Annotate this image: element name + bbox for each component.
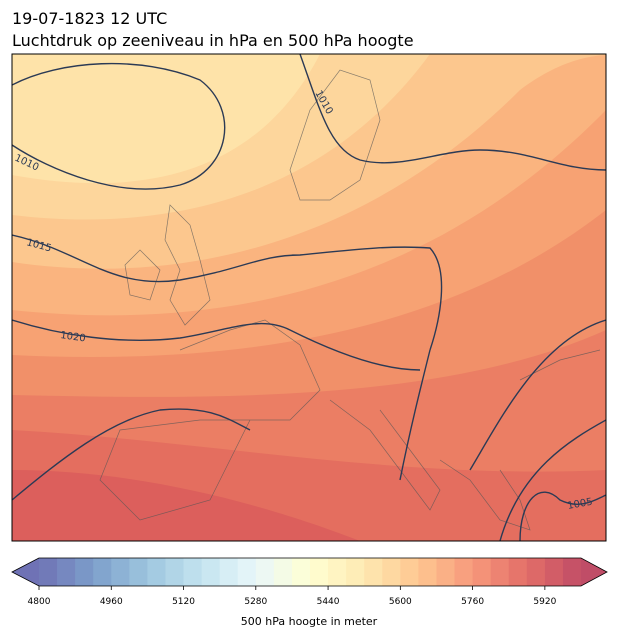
colorbar-segment bbox=[472, 558, 492, 586]
colorbar-segment bbox=[201, 558, 221, 586]
map: 1010 1010 1015 1020 1005 bbox=[12, 54, 606, 541]
colorbar-segment bbox=[219, 558, 239, 586]
colorbar-segment bbox=[364, 558, 383, 586]
colorbar-extend bbox=[581, 558, 607, 586]
colorbar-segment bbox=[39, 558, 58, 586]
colorbar-tick-label: 5600 bbox=[389, 597, 412, 607]
colorbar-segment bbox=[165, 558, 185, 586]
colorbar-segment bbox=[93, 558, 112, 586]
colorbar-segment bbox=[418, 558, 437, 586]
colorbar-tick-label: 5920 bbox=[533, 597, 556, 607]
colorbar-segment bbox=[544, 558, 564, 586]
colorbar-segment bbox=[111, 558, 130, 586]
colorbar-segment bbox=[436, 558, 456, 586]
colorbar-tick-label: 4800 bbox=[28, 597, 51, 607]
colorbar-segment bbox=[382, 558, 401, 586]
colorbar-segment bbox=[526, 558, 546, 586]
colorbar-segment bbox=[454, 558, 474, 586]
colorbar-outline bbox=[11, 557, 608, 587]
colorbar-segment bbox=[237, 558, 257, 586]
colorbar-segment bbox=[508, 558, 528, 586]
colorbar-segment bbox=[57, 558, 76, 586]
colorbar-segment bbox=[291, 558, 311, 586]
colorbar-segment bbox=[346, 558, 365, 586]
title: Luchtdruk op zeeniveau in hPa en 500 hPa… bbox=[12, 31, 414, 50]
colorbar-tick-label: 5120 bbox=[172, 597, 195, 607]
isobar-label: 1020 bbox=[60, 330, 87, 344]
colorbar-tick-label: 5440 bbox=[317, 597, 340, 607]
colorbar-segment bbox=[328, 558, 347, 586]
date: 19-07-1823 12 UTC bbox=[12, 9, 167, 28]
map-frame bbox=[11, 53, 607, 542]
colorbar-segment bbox=[147, 558, 166, 586]
colorbar-segment bbox=[273, 558, 293, 586]
colorbar: 4800 4960 5120 5280 5440 5600 5760 5920 bbox=[11, 557, 608, 607]
colorbar-segment bbox=[400, 558, 419, 586]
colorbar-segment bbox=[129, 558, 148, 586]
colorbar-segment bbox=[310, 558, 329, 586]
colorbar-tick-label: 4960 bbox=[100, 597, 123, 607]
colorbar-segment bbox=[255, 558, 275, 586]
colorbar-tick-label: 5280 bbox=[244, 597, 267, 607]
colorbar-segment bbox=[183, 558, 203, 586]
colorbar-segment bbox=[75, 558, 94, 586]
colorbar-segment bbox=[562, 558, 582, 586]
colorbar-tick-label: 5760 bbox=[461, 597, 484, 607]
colorbar-label: 500 hPa hoogte in meter bbox=[241, 615, 378, 628]
colorbar-extend bbox=[12, 558, 39, 586]
isobar-label: 1005 bbox=[567, 497, 594, 512]
colorbar-segment bbox=[490, 558, 510, 586]
